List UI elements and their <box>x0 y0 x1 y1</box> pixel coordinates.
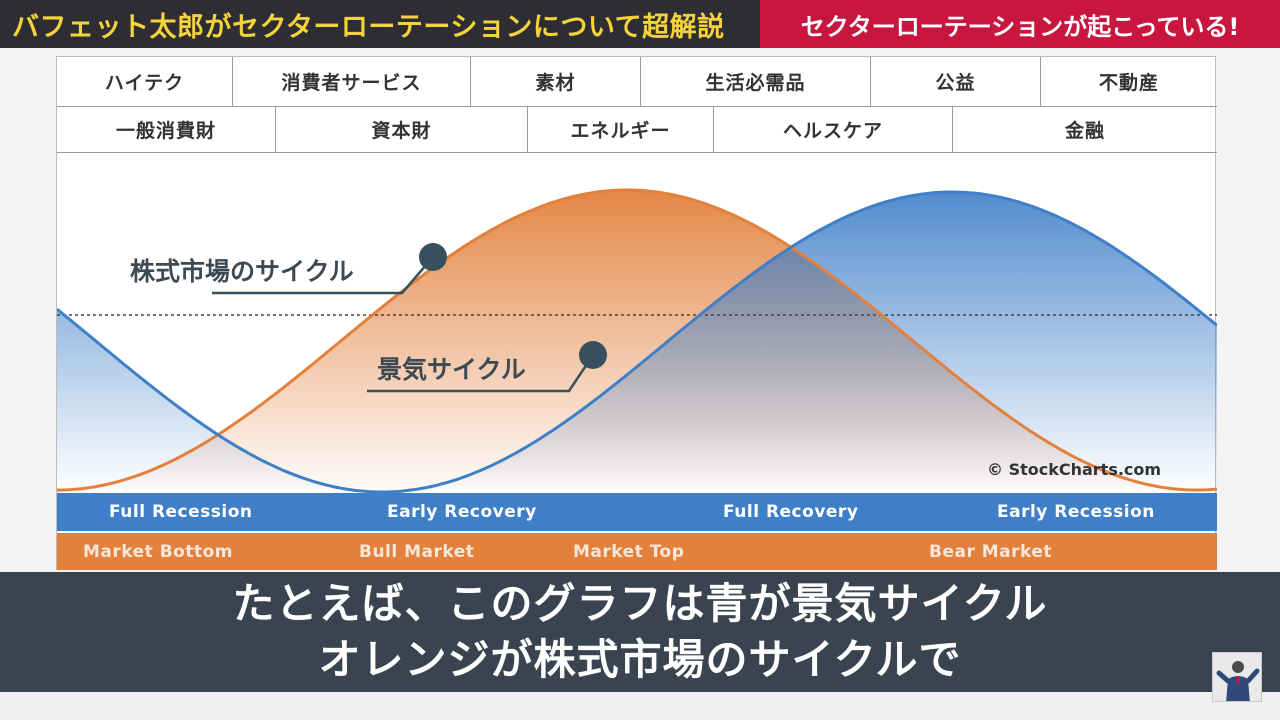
sector-cell: 生活必需品 <box>641 57 871 107</box>
market-cycle-label: 株式市場のサイクル <box>130 257 354 286</box>
sector-cell: ヘルスケア <box>714 107 953 153</box>
presenter-thumbnail-icon <box>1212 652 1262 702</box>
sector-cell: 素材 <box>471 57 641 107</box>
sector-cell: 金融 <box>953 107 1217 153</box>
economy-phase-label: Full Recession <box>109 502 253 522</box>
economy-phase-label: Early Recession <box>997 502 1155 522</box>
caption-line-2: オレンジが株式市場のサイクルで <box>318 635 962 684</box>
market-phase-label: Market Bottom <box>83 541 233 562</box>
slide-area: ハイテク 消費者サービス 素材 生活必需品 公益 不動産 一般消費財 資本財 エ… <box>0 48 1280 572</box>
sector-cell: 不動産 <box>1041 57 1217 107</box>
economy-phase-band: Full Recession Early Recovery Full Recov… <box>57 493 1217 531</box>
sector-row-top: ハイテク 消費者サービス 素材 生活必需品 公益 不動産 <box>57 57 1217 107</box>
market-phase-label: Market Top <box>573 541 685 562</box>
economic-cycle-fill <box>57 192 1217 493</box>
sector-row-bottom: 一般消費財 資本財 エネルギー ヘルスケア 金融 <box>57 107 1217 153</box>
sector-cell: ハイテク <box>57 57 233 107</box>
market-phase-label: Bull Market <box>359 541 475 562</box>
chart-credit: © StockCharts.com <box>987 460 1161 479</box>
video-title: バフェット太郎がセクターローテーションについて超解説 <box>0 0 760 48</box>
sector-rotation-diagram: ハイテク 消費者サービス 素材 生活必需品 公益 不動産 一般消費財 資本財 エ… <box>56 56 1217 570</box>
video-header: バフェット太郎がセクターローテーションについて超解説 セクターローテーションが起… <box>0 0 1280 48</box>
presenter-figure-icon <box>1216 661 1260 701</box>
cycle-chart: 株式市場のサイクル 景気サイクル © StockCharts.com <box>57 188 1217 493</box>
sector-cell: 公益 <box>871 57 1041 107</box>
market-phase-band: Market Bottom Bull Market Market Top Bea… <box>57 533 1217 570</box>
economic-cycle-label: 景気サイクル <box>377 355 526 384</box>
bottom-strip <box>0 692 1280 720</box>
sector-cell: 一般消費財 <box>57 107 276 153</box>
market-cycle-pointer <box>212 256 434 295</box>
economy-phase-label: Full Recovery <box>723 502 859 522</box>
economic-cycle-marker <box>579 341 607 369</box>
caption-line-1: たとえば、このグラフは青が景気サイクル <box>232 579 1048 628</box>
sector-cell: 資本財 <box>276 107 528 153</box>
economic-cycle-line <box>57 190 1217 493</box>
topic-banner: セクターローテーションが起こっている! <box>760 0 1280 48</box>
economic-cycle-pointer <box>367 354 595 393</box>
sector-cell: 消費者サービス <box>233 57 471 107</box>
sector-cell: エネルギー <box>528 107 714 153</box>
market-phase-label: Bear Market <box>929 541 1053 562</box>
economy-phase-label: Early Recovery <box>387 502 537 522</box>
market-cycle-line <box>57 188 1217 492</box>
caption-bar: たとえば、このグラフは青が景気サイクル オレンジが株式市場のサイクルで <box>0 572 1280 692</box>
market-cycle-marker <box>419 243 447 271</box>
